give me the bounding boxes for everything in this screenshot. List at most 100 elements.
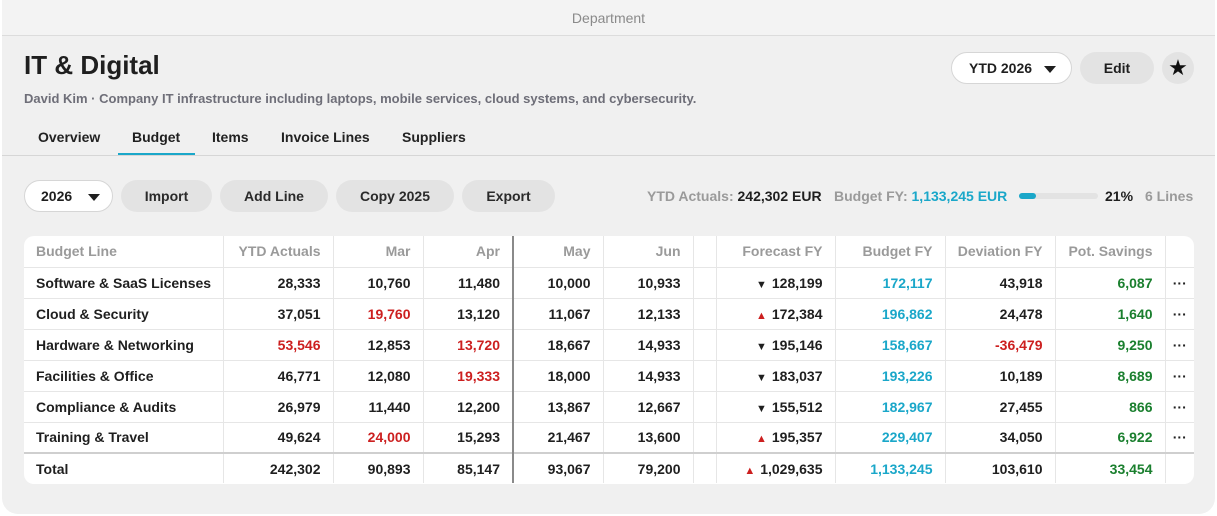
star-icon[interactable]: ★: [1162, 52, 1194, 84]
column-header[interactable]: Pot. Savings: [1055, 236, 1166, 268]
budget-line-name: Hardware & Networking: [24, 329, 224, 361]
trend-down-icon: ▼: [756, 278, 767, 291]
jun-cell: 14,933: [603, 360, 694, 392]
trend-down-icon: ▼: [756, 371, 767, 384]
deviation-cell: -36,479: [945, 329, 1056, 361]
period-dropdown[interactable]: YTD 2026: [951, 52, 1072, 84]
budget-line-name: Software & SaaS Licenses: [24, 267, 224, 299]
deviation-cell: 24,478: [945, 298, 1056, 330]
column-header[interactable]: Jun: [603, 236, 694, 268]
spacer-cell: [693, 452, 717, 483]
spacer-cell: [693, 360, 717, 392]
period-label: YTD 2026: [969, 60, 1033, 76]
apr-cell: 13,120: [423, 298, 514, 330]
budget-cell[interactable]: 196,862: [835, 298, 946, 330]
spacer-cell: [1165, 452, 1194, 483]
more-icon[interactable]: ···: [1165, 422, 1194, 454]
page-subtitle: David Kim · Company IT infrastructure in…: [24, 91, 697, 106]
mar-cell: 12,080: [333, 360, 424, 392]
edit-button[interactable]: Edit: [1080, 52, 1154, 84]
spacer-cell: [693, 298, 717, 330]
apr-cell: 11,480: [423, 267, 514, 299]
table-row[interactable]: Training & Travel 49,624 24,000 15,293 2…: [24, 422, 1194, 454]
tab-items[interactable]: Items: [212, 129, 249, 145]
trend-up-icon: ▲: [756, 309, 767, 322]
budget-cell[interactable]: 182,967: [835, 391, 946, 423]
column-header[interactable]: YTD Actuals: [223, 236, 334, 268]
apr-total: 85,147: [423, 452, 514, 483]
more-icon[interactable]: ···: [1165, 360, 1194, 392]
budget-progress-fill: [1019, 193, 1036, 199]
more-icon[interactable]: ···: [1165, 329, 1194, 361]
may-total: 93,067: [513, 452, 604, 483]
chevron-down-icon: [88, 194, 100, 201]
table-row[interactable]: Facilities & Office 46,771 12,080 19,333…: [24, 360, 1194, 392]
forecast-cell: ▼ 183,037: [716, 360, 836, 392]
spacer-cell: [693, 329, 717, 361]
deviation-cell: 43,918: [945, 267, 1056, 299]
table-row[interactable]: Cloud & Security 37,051 19,760 13,120 11…: [24, 298, 1194, 330]
column-header[interactable]: Forecast FY: [716, 236, 836, 268]
column-header[interactable]: Apr: [423, 236, 514, 268]
copy-2025-button[interactable]: Copy 2025: [336, 180, 454, 212]
table-row[interactable]: Compliance & Audits 26,979 11,440 12,200…: [24, 391, 1194, 423]
ytd-cell: 46,771: [223, 360, 334, 392]
column-header[interactable]: Budget FY: [835, 236, 946, 268]
tab-suppliers[interactable]: Suppliers: [402, 129, 466, 145]
tab-overview[interactable]: Overview: [38, 129, 101, 145]
spacer-cell: [693, 267, 717, 299]
budget-cell[interactable]: 193,226: [835, 360, 946, 392]
may-cell: 13,867: [513, 391, 604, 423]
budget-cell[interactable]: 158,667: [835, 329, 946, 361]
apr-cell: 19,333: [423, 360, 514, 392]
budget-cell[interactable]: 229,407: [835, 422, 946, 454]
tab-invoice-lines[interactable]: Invoice Lines: [281, 129, 370, 145]
column-header[interactable]: Budget Line: [24, 236, 224, 268]
jun-total: 79,200: [603, 452, 694, 483]
forecast-value: 195,146: [771, 336, 823, 353]
table-row[interactable]: Hardware & Networking 53,546 12,853 13,7…: [24, 329, 1194, 361]
budget-line-name: Training & Travel: [24, 422, 224, 454]
mar-total: 90,893: [333, 452, 424, 483]
savings-cell: 866: [1055, 391, 1166, 423]
column-header: [1165, 236, 1194, 268]
tab-budget[interactable]: Budget: [132, 129, 181, 145]
jun-cell: 10,933: [603, 267, 694, 299]
page-title: IT & Digital: [24, 50, 160, 80]
ytd-cell: 26,979: [223, 391, 334, 423]
export-button[interactable]: Export: [462, 180, 555, 212]
budget-cell[interactable]: 172,117: [835, 267, 946, 299]
trend-down-icon: ▼: [756, 402, 767, 415]
more-icon[interactable]: ···: [1165, 391, 1194, 423]
may-cell: 10,000: [513, 267, 604, 299]
trend-up-icon: ▲: [756, 433, 767, 446]
savings-cell: 9,250: [1055, 329, 1166, 361]
tab-bar: Overview Budget Items Invoice Lines Supp…: [2, 122, 1215, 156]
column-header[interactable]: Mar: [333, 236, 424, 268]
add-line-button[interactable]: Add Line: [220, 180, 328, 212]
forecast-cell: ▼ 155,512: [716, 391, 836, 423]
trend-up-icon: ▲: [744, 464, 756, 477]
import-button[interactable]: Import: [121, 180, 212, 212]
more-icon[interactable]: ···: [1165, 298, 1194, 330]
column-header[interactable]: May: [513, 236, 604, 268]
forecast-value: 195,357: [771, 429, 823, 446]
table-row[interactable]: Software & SaaS Licenses 28,333 10,760 1…: [24, 267, 1194, 299]
savings-cell: 1,640: [1055, 298, 1166, 330]
jun-cell: 12,133: [603, 298, 694, 330]
forecast-value: 128,199: [771, 274, 823, 291]
chevron-down-icon: [1044, 66, 1056, 73]
trend-down-icon: ▼: [756, 340, 767, 353]
more-icon[interactable]: ···: [1165, 267, 1194, 299]
jun-cell: 14,933: [603, 329, 694, 361]
budget-label: Budget FY:: [834, 188, 908, 204]
mar-cell: 10,760: [333, 267, 424, 299]
may-cell: 21,467: [513, 422, 604, 454]
total-label: Total: [24, 452, 224, 483]
budget-line-name: Compliance & Audits: [24, 391, 224, 423]
jun-cell: 13,600: [603, 422, 694, 454]
ytd-total: 242,302: [223, 452, 334, 483]
column-header[interactable]: Deviation FY: [945, 236, 1056, 268]
year-dropdown[interactable]: 2026: [24, 180, 113, 212]
